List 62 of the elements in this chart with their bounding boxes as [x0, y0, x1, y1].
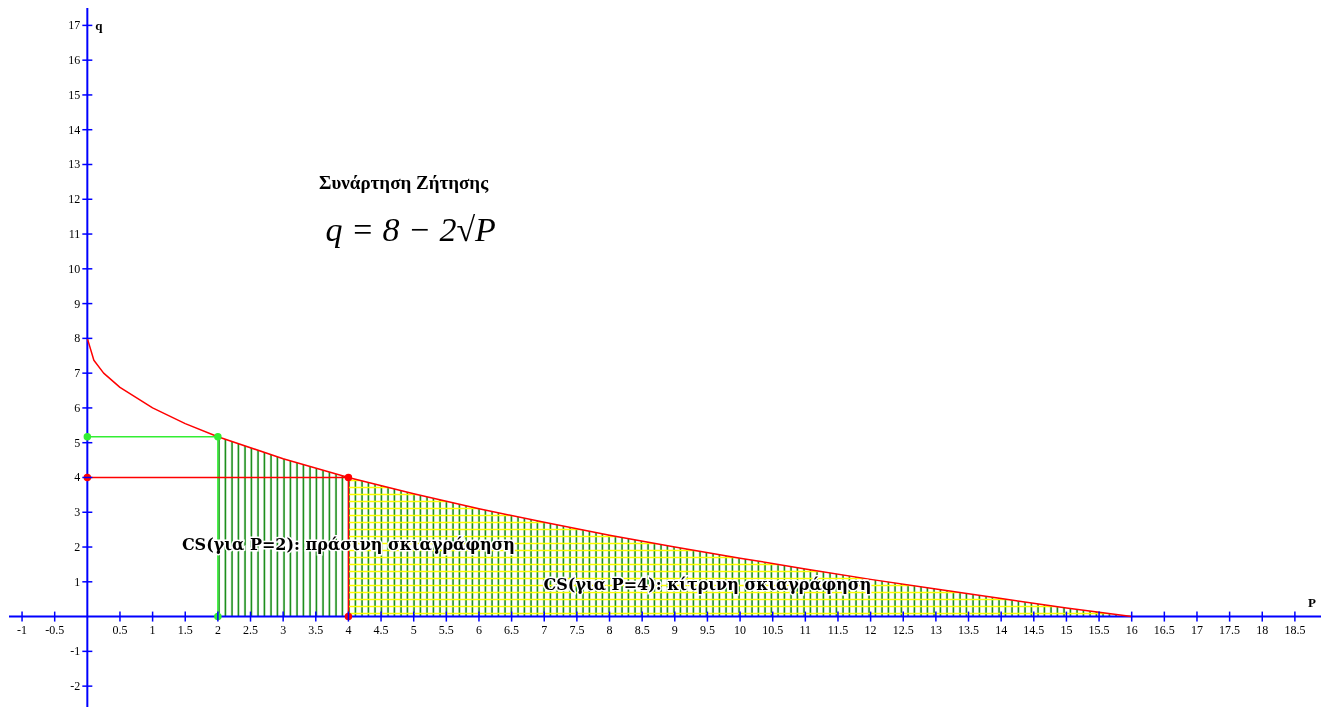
x-tick-label: 0.5 — [112, 622, 128, 637]
x-tick-label: -1 — [17, 622, 28, 637]
y-tick-label: 6 — [74, 400, 81, 415]
x-tick-label: 14 — [995, 622, 1008, 637]
x-tick-label: 6.5 — [504, 622, 520, 637]
y-tick-label: 12 — [68, 192, 81, 207]
x-tick-label: 2.5 — [243, 622, 259, 637]
x-tick-label: 12.5 — [892, 622, 914, 637]
y-tick-label: 13 — [68, 157, 81, 172]
y-tick-label: 7 — [74, 366, 81, 381]
x-tick-label: 1 — [149, 622, 156, 637]
y-tick-label: 5 — [74, 435, 81, 450]
x-tick-label: 1.5 — [177, 622, 193, 637]
x-tick-label: 7.5 — [569, 622, 585, 637]
y-tick-label: 11 — [68, 227, 81, 242]
x-tick-label: 10.5 — [762, 622, 784, 637]
x-tick-label: 16.5 — [1153, 622, 1175, 637]
x-tick-label: 5.5 — [438, 622, 454, 637]
x-tick-label: 18 — [1256, 622, 1269, 637]
x-tick-label: 8.5 — [634, 622, 650, 637]
x-tick-label: 6 — [475, 622, 482, 637]
x-tick-label: 11.5 — [827, 622, 849, 637]
y-tick-label: 10 — [68, 261, 81, 276]
x-tick-label: 8 — [606, 622, 613, 637]
y-tick-label: 8 — [74, 331, 81, 346]
x-tick-label: 12 — [864, 622, 877, 637]
x-tick-label: 18.5 — [1284, 622, 1306, 637]
x-tick-label: 14.5 — [1023, 622, 1045, 637]
y-axis-title: q — [95, 18, 104, 33]
y-tick-label: -1 — [70, 644, 81, 659]
x-tick-label: 13 — [929, 622, 942, 637]
y-tick-label: 2 — [74, 540, 81, 555]
x-tick-label: 9 — [671, 622, 678, 637]
y-tick-label: 15 — [68, 87, 81, 102]
y-tick-label: -2 — [70, 679, 81, 694]
x-axis-title: P — [1307, 594, 1316, 610]
y-tick-label: 17 — [68, 18, 81, 33]
x-tick-label: 17 — [1190, 622, 1203, 637]
x-tick-label: 2 — [214, 622, 221, 637]
x-tick-label: 16 — [1125, 622, 1138, 637]
y-tick-label: 4 — [74, 470, 81, 485]
x-tick-label: 11 — [799, 622, 812, 637]
x-tick-label: -0.5 — [45, 622, 65, 637]
x-tick-label: 3 — [280, 622, 287, 637]
x-tick-label: 17.5 — [1219, 622, 1241, 637]
text: Συνάρτηση Ζήτησης — [319, 171, 490, 193]
y-tick-label: 16 — [68, 53, 81, 68]
x-tick-label: 15 — [1060, 622, 1073, 637]
x-tick-label: 10 — [734, 622, 747, 637]
x-tick-label: 13.5 — [958, 622, 980, 637]
y-tick-label: 3 — [74, 505, 81, 520]
x-tick-label: 5 — [410, 622, 417, 637]
x-tick-label: 3.5 — [308, 622, 324, 637]
y-tick-label: 1 — [74, 574, 81, 589]
y-tick-label: 14 — [68, 122, 81, 137]
x-tick-label: 4 — [345, 622, 352, 637]
x-tick-label: 9.5 — [699, 622, 715, 637]
x-tick-label: 7 — [541, 622, 548, 637]
text: q = 8 − 2√P — [325, 211, 496, 248]
y-tick-label: 9 — [74, 296, 81, 311]
x-tick-label: 4.5 — [373, 622, 389, 637]
x-tick-label: 15.5 — [1088, 622, 1110, 637]
